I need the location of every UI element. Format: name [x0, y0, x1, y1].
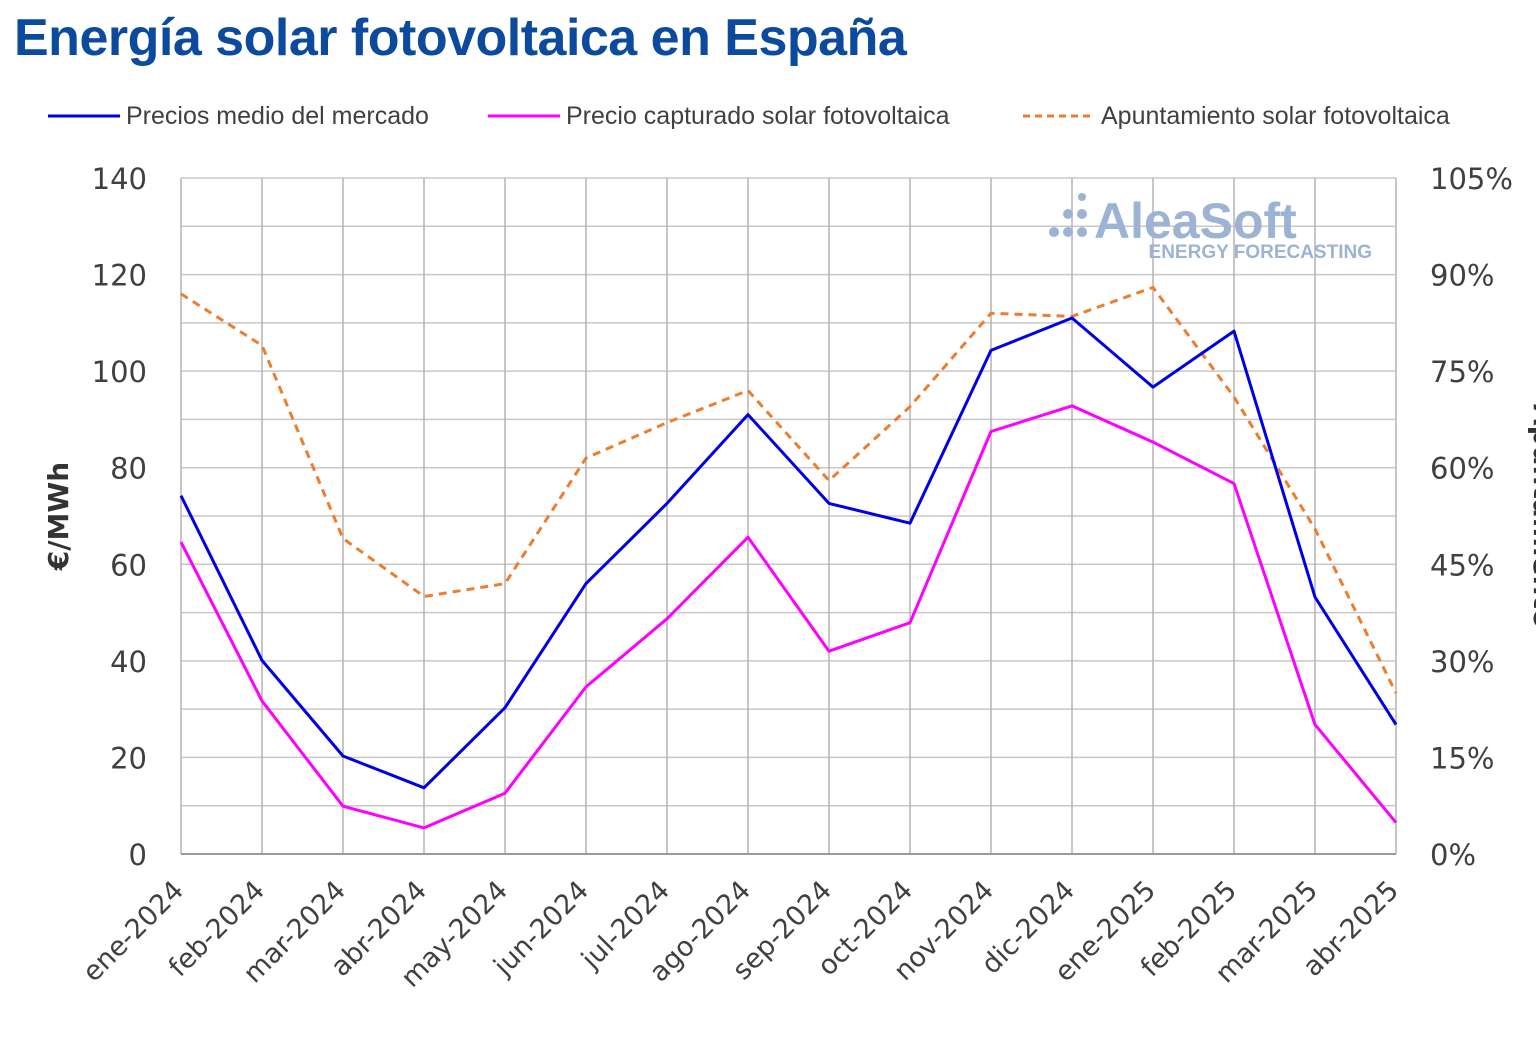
legend-item-captured-price: Precio capturado solar fotovoltaica: [488, 98, 950, 134]
chart-title: Energía solar fotovoltaica en España: [14, 9, 907, 67]
chart-legend: Precios medio del mercado Precio captura…: [48, 98, 1528, 134]
x-axis-ticks: ene-2024feb-2024mar-2024abr-2024may-2024…: [77, 875, 1405, 994]
legend-item-apuntamiento: Apuntamiento solar fotovoltaica: [1023, 98, 1450, 134]
y-tick-label: 40: [110, 645, 147, 679]
y-axis-title: €/MWh: [42, 462, 75, 571]
aleasoft-logo-icon: [1049, 193, 1087, 237]
y2-tick-label: 105%: [1430, 162, 1513, 196]
y2-tick-label: 75%: [1430, 355, 1494, 389]
y-tick-label: 140: [92, 162, 147, 196]
y-tick-label: 20: [110, 741, 147, 775]
y2-tick-label: 30%: [1430, 645, 1494, 679]
y-axis-ticks: 0 20 40 60 80 100 120 140: [92, 162, 147, 872]
legend-label-captured-price: Precio capturado solar fotovoltaica: [566, 101, 950, 130]
series-line-2: [180, 285, 1398, 694]
y-tick-label: 120: [92, 259, 147, 293]
watermark-name: AleaSoft: [1094, 193, 1297, 249]
y-tick-label: 0: [129, 838, 147, 872]
y2-axis-title: Apuntamiento: [1527, 404, 1536, 628]
y2-tick-label: 15%: [1430, 741, 1494, 775]
y2-tick-label: 45%: [1430, 548, 1494, 582]
y2-axis-ticks: 0% 15% 30% 45% 60% 75% 90% 105%: [1430, 162, 1513, 872]
gridlines: [180, 177, 1397, 855]
y-tick-label: 100: [92, 355, 147, 389]
legend-label-apuntamiento: Apuntamiento solar fotovoltaica: [1101, 101, 1450, 130]
y-tick-label: 80: [110, 452, 147, 486]
aleasoft-watermark: AleaSoft ENERGY FORECASTING: [1049, 193, 1372, 263]
watermark-tagline: ENERGY FORECASTING: [1149, 242, 1372, 263]
series-line-0: [179, 316, 1398, 790]
series-lines: [179, 285, 1398, 830]
y-tick-label: 60: [110, 548, 147, 582]
legend-label-market-price: Precios medio del mercado: [126, 101, 429, 130]
y2-tick-label: 0%: [1430, 838, 1476, 872]
legend-item-market-price: Precios medio del mercado: [48, 98, 429, 134]
legend-swatch-apuntamiento: [1023, 114, 1095, 118]
series-line-1: [179, 404, 1398, 830]
y2-tick-label: 90%: [1430, 259, 1494, 293]
legend-swatch-market-price: [48, 114, 120, 118]
legend-swatch-captured-price: [488, 114, 560, 118]
y2-tick-label: 60%: [1430, 452, 1494, 486]
